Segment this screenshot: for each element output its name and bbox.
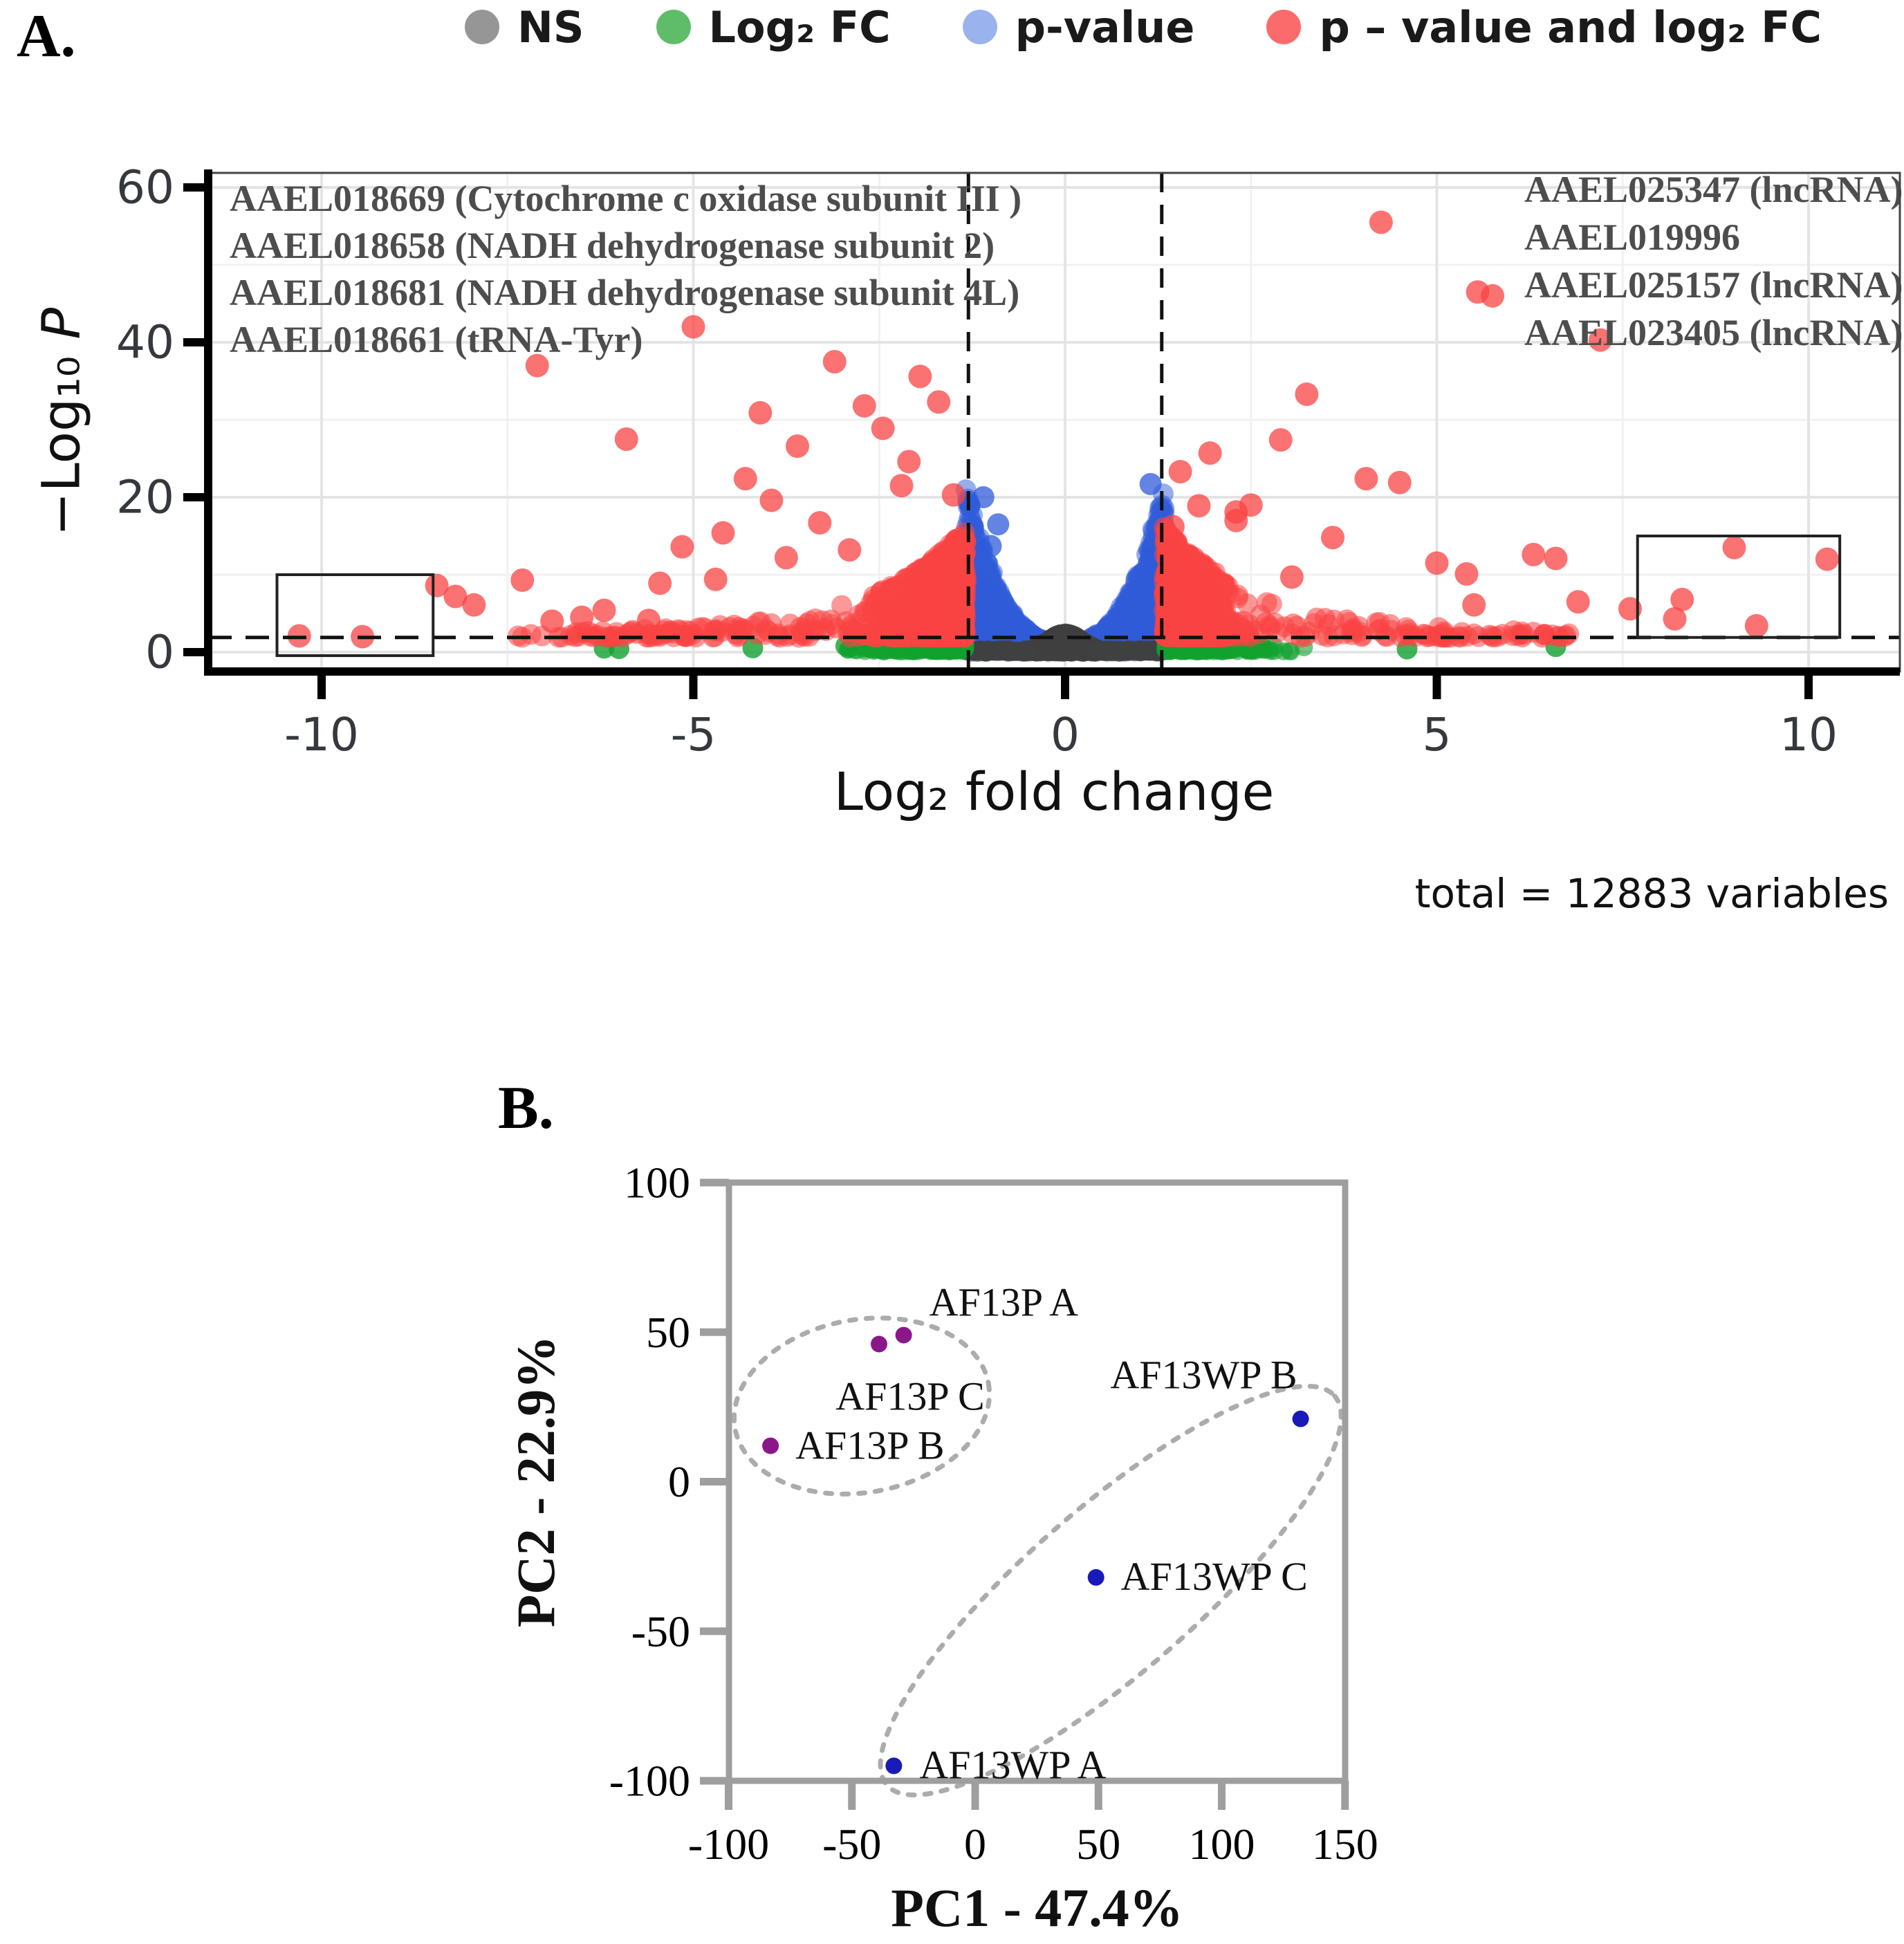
pca-point	[762, 1437, 779, 1454]
gene-annotation-left: AAEL018681 (NADH dehydrogenase subunit 4…	[230, 272, 1019, 313]
volcano-y-tick-label: 60	[116, 161, 174, 214]
volcano-x-tick-label: 0	[1051, 708, 1080, 761]
highlight-box	[1636, 535, 1842, 639]
legend-item-0: NS	[465, 2, 584, 53]
legend-label: p – value and log₂ FC	[1319, 1, 1822, 53]
volcano-legend: NS Log₂ FC p-value p – value and log₂ FC	[465, 0, 1822, 54]
volcano-x-tick-label: -5	[671, 708, 717, 761]
pca-point-label: AF13WP C	[1121, 1554, 1308, 1599]
pca-point	[1292, 1410, 1309, 1427]
gene-annotation-left: AAEL018658 (NADH dehydrogenase subunit 2…	[230, 225, 995, 266]
legend-item-2: p-value	[962, 1, 1195, 53]
pca-point-label: AF13P B	[795, 1423, 944, 1468]
legend-dot-icon	[465, 10, 499, 44]
pca-y-tick-label: 50	[646, 1308, 690, 1357]
pca-x-axis-label: PC1 - 47.4%	[891, 1878, 1183, 1938]
volcano-thresholds	[208, 173, 1900, 672]
pca-series-AF13WP: AF13WP B AF13WP C AF13WP A	[885, 1353, 1309, 1787]
volcano-y-tick-label: 40	[116, 316, 174, 369]
pca-point	[870, 1335, 887, 1353]
volcano-y-tick-label: 0	[145, 626, 174, 679]
volcano-gene-annotations: AAEL018669 (Cytochrome c oxidase subunit…	[230, 169, 1903, 360]
cluster-ellipse-0	[731, 1315, 992, 1497]
points-both	[287, 210, 1839, 649]
pca-point-label: AF13P A	[930, 1280, 1079, 1325]
pca-x-tick-label: 100	[1189, 1820, 1255, 1869]
cluster-ellipse-1	[878, 1383, 1344, 1797]
volcano-y-axis-label-text: −Log₁₀	[30, 339, 92, 537]
highlight-box	[275, 573, 435, 658]
gene-annotation-left: AAEL018669 (Cytochrome c oxidase subunit…	[230, 178, 1022, 219]
pca-point	[885, 1757, 903, 1775]
volcano-x-tick-label: -10	[284, 708, 359, 761]
volcano-y-axis-label-italic: P	[30, 307, 92, 340]
gene-annotation-right: AAEL025347 (lncRNA)	[1524, 169, 1903, 210]
volcano-x-tick-label: 10	[1780, 708, 1838, 761]
pca-y-tick-label: 100	[624, 1158, 690, 1207]
pca-x-tick-label: 0	[964, 1820, 986, 1869]
pca-y-tick-label: -50	[631, 1607, 690, 1656]
volcano-plot: AAEL018669 (Cytochrome c oxidase subunit…	[116, 161, 1903, 762]
volcano-x-tick-label: 5	[1423, 708, 1452, 761]
pca-axes: 100 50 0 -50 -100 -100 -50 0 50 100 150	[609, 1158, 1378, 1869]
legend-label: NS	[517, 1, 584, 53]
legend-label: Log₂ FC	[708, 1, 891, 53]
volcano-x-axis-label: Log₂ fold change	[833, 761, 1275, 822]
gene-annotation-right: AAEL019996	[1524, 216, 1740, 258]
pca-x-tick-label: 150	[1312, 1820, 1378, 1869]
legend-dot-icon	[1266, 10, 1302, 44]
panel-a-label: A.	[17, 3, 76, 70]
gene-annotation-left: AAEL018661 (tRNA-Tyr)	[230, 319, 643, 360]
pca-point	[895, 1326, 912, 1344]
gene-annotation-right: AAEL023405 (lncRNA)	[1524, 312, 1903, 353]
pca-point	[1087, 1568, 1104, 1586]
panel-b-label: B.	[498, 1075, 554, 1142]
pca-y-tick-label: 0	[668, 1457, 690, 1506]
legend-item-1: Log₂ FC	[656, 2, 891, 53]
legend-item-3: p – value and log₂ FC	[1266, 2, 1822, 53]
pca-x-tick-label: -100	[688, 1820, 769, 1869]
volcano-y-tick-label: 20	[116, 471, 174, 524]
pca-point-label: AF13WP B	[1110, 1353, 1297, 1398]
gene-annotation-right: AAEL025157 (lncRNA)	[1524, 264, 1903, 306]
pca-y-axis-label: PC2 - 22.9%	[506, 1335, 566, 1628]
pca-x-tick-label: 50	[1076, 1820, 1120, 1869]
legend-label: p-value	[1015, 1, 1195, 53]
legend-dot-icon	[962, 10, 997, 44]
pca-frame	[725, 1179, 1349, 1784]
pca-point-label: AF13WP A	[919, 1742, 1106, 1787]
pca-point-label: AF13P C	[835, 1374, 984, 1419]
legend-dot-icon	[656, 10, 691, 44]
pca-y-tick-label: -100	[609, 1757, 690, 1806]
volcano-axes: 0 20 40 60 -10 -5 0 5 10	[116, 161, 1901, 761]
total-variables-caption: total = 12883 variables	[1414, 870, 1889, 917]
volcano-y-axis-label: −Log₁₀ P	[30, 308, 92, 536]
pca-x-tick-label: -50	[822, 1820, 881, 1869]
volcano-points	[287, 210, 1839, 662]
points-ns	[959, 623, 1172, 662]
